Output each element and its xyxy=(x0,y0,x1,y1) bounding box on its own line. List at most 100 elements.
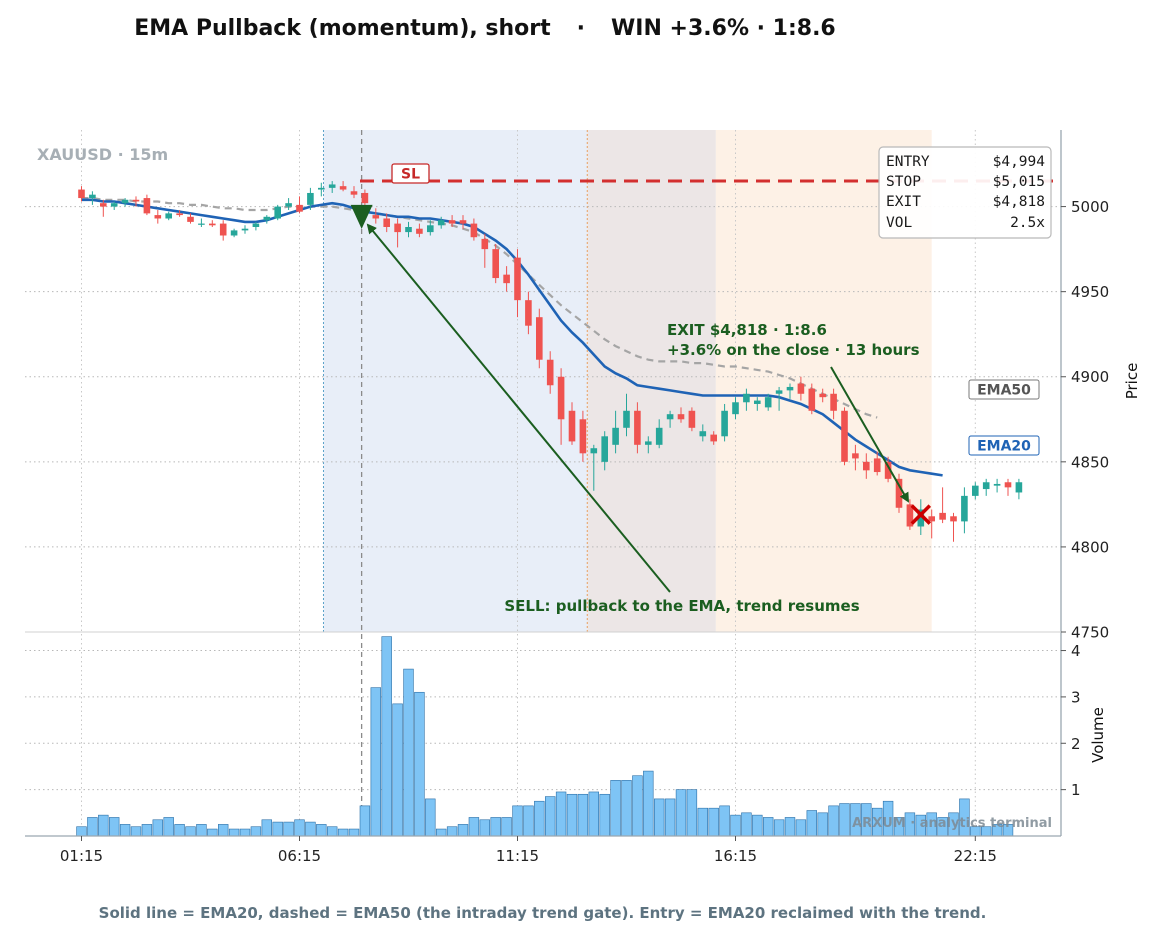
candle-up xyxy=(307,187,314,210)
volume-axis-label: Volume xyxy=(1089,707,1107,763)
volume-bar xyxy=(468,817,480,837)
candle-body xyxy=(579,419,587,454)
volume-bar xyxy=(337,828,349,837)
volume-bar xyxy=(534,800,545,837)
candle-down xyxy=(78,186,85,202)
candle-body xyxy=(852,453,859,459)
candle-body xyxy=(721,410,728,437)
candle-down xyxy=(895,473,903,513)
volume-bar xyxy=(806,810,818,837)
exit-annotation-line1: EXIT $4,818 · 1:8.6 xyxy=(667,321,827,339)
candle-down xyxy=(819,388,826,403)
volume-bar xyxy=(719,805,730,837)
candle-up xyxy=(241,225,249,234)
volume-tick-label: 3 xyxy=(1071,688,1081,706)
info-vol-value: 2.5x xyxy=(1010,215,1045,231)
candle-down xyxy=(841,407,848,466)
candle-body xyxy=(873,458,881,473)
candle-down xyxy=(209,220,216,227)
candle-down xyxy=(568,402,576,445)
candles-layer xyxy=(78,181,1023,542)
candle-up xyxy=(623,393,630,437)
chart-title: EMA Pullback (momentum), short · WIN +3.6%… xyxy=(0,16,970,41)
volume-bar xyxy=(425,798,436,837)
volume-bar xyxy=(566,793,578,837)
price-tick-label: 4750 xyxy=(1071,624,1109,642)
candle-body xyxy=(982,482,990,490)
candle-body xyxy=(285,203,292,207)
candle-body xyxy=(492,249,499,279)
candle-up xyxy=(263,215,271,224)
candle-down xyxy=(481,233,489,268)
candle-down xyxy=(503,266,510,292)
candle-body xyxy=(110,203,118,207)
ema20-label: EMA20 xyxy=(977,439,1031,455)
candle-body xyxy=(318,187,325,190)
info-stop-key: STOP xyxy=(886,174,921,190)
candle-down xyxy=(710,431,717,445)
entry-to-exit-zone xyxy=(587,130,716,632)
candle-down xyxy=(100,199,107,217)
volume-bar xyxy=(76,826,87,837)
ema20-line xyxy=(81,198,943,477)
sell-annotation: SELL: pullback to the EMA, trend resumes xyxy=(504,597,859,615)
candle-body xyxy=(677,414,685,420)
candle-up xyxy=(917,499,925,536)
candle-down xyxy=(557,368,565,445)
candle-body xyxy=(252,223,260,227)
candle-body xyxy=(950,516,957,522)
candle-body xyxy=(394,223,401,233)
candle-body xyxy=(775,390,783,394)
candle-body xyxy=(754,400,761,404)
candle-up xyxy=(198,218,205,227)
candle-up xyxy=(645,436,652,454)
price-tick-label: 4950 xyxy=(1071,283,1109,301)
chart-caption: Solid line = EMA20, dashed = EMA50 (the … xyxy=(98,904,987,922)
volume-tick-label: 2 xyxy=(1071,735,1081,753)
volume-bar xyxy=(348,828,360,837)
candle-down xyxy=(579,410,587,462)
volume-bar xyxy=(708,807,719,837)
volume-bar xyxy=(414,691,425,837)
candle-body xyxy=(307,192,314,205)
volume-bar xyxy=(795,819,807,837)
volume-bar xyxy=(577,793,589,837)
candle-down xyxy=(514,249,521,318)
candle-body xyxy=(241,228,249,231)
candle-body xyxy=(481,238,489,250)
ema50-label: EMA50 xyxy=(977,383,1031,399)
volume-bar xyxy=(621,780,632,837)
candle-body xyxy=(557,376,565,420)
info-box: ENTRY $4,994 STOP $5,015 EXIT $4,818 VOL… xyxy=(878,146,1052,239)
volume-bar xyxy=(512,805,523,837)
candle-body xyxy=(590,448,598,454)
candle-up xyxy=(405,221,412,238)
info-vol-key: VOL xyxy=(886,215,912,231)
candle-up xyxy=(786,383,794,399)
candle-body xyxy=(688,410,696,428)
volume-bar xyxy=(119,824,131,837)
candle-down xyxy=(448,215,456,227)
candle-body xyxy=(743,393,750,403)
candle-body xyxy=(372,215,380,219)
candle-up xyxy=(89,191,96,205)
candle-up xyxy=(754,397,761,411)
candle-body xyxy=(939,512,946,520)
volume-bar xyxy=(207,828,218,837)
candle-body xyxy=(437,220,445,226)
candle-up xyxy=(274,204,281,221)
volume-bar xyxy=(109,817,120,837)
candle-down xyxy=(808,383,816,415)
candle-down xyxy=(416,223,423,238)
candle-up xyxy=(121,198,129,207)
candle-down xyxy=(873,451,881,476)
volume-bar xyxy=(523,805,534,837)
volume-bar xyxy=(490,817,501,837)
candle-body xyxy=(143,198,151,214)
candle-up xyxy=(437,216,445,229)
candle-body xyxy=(830,393,837,411)
candle-down xyxy=(383,213,390,233)
volume-bar xyxy=(588,791,600,837)
candle-down xyxy=(132,196,140,207)
